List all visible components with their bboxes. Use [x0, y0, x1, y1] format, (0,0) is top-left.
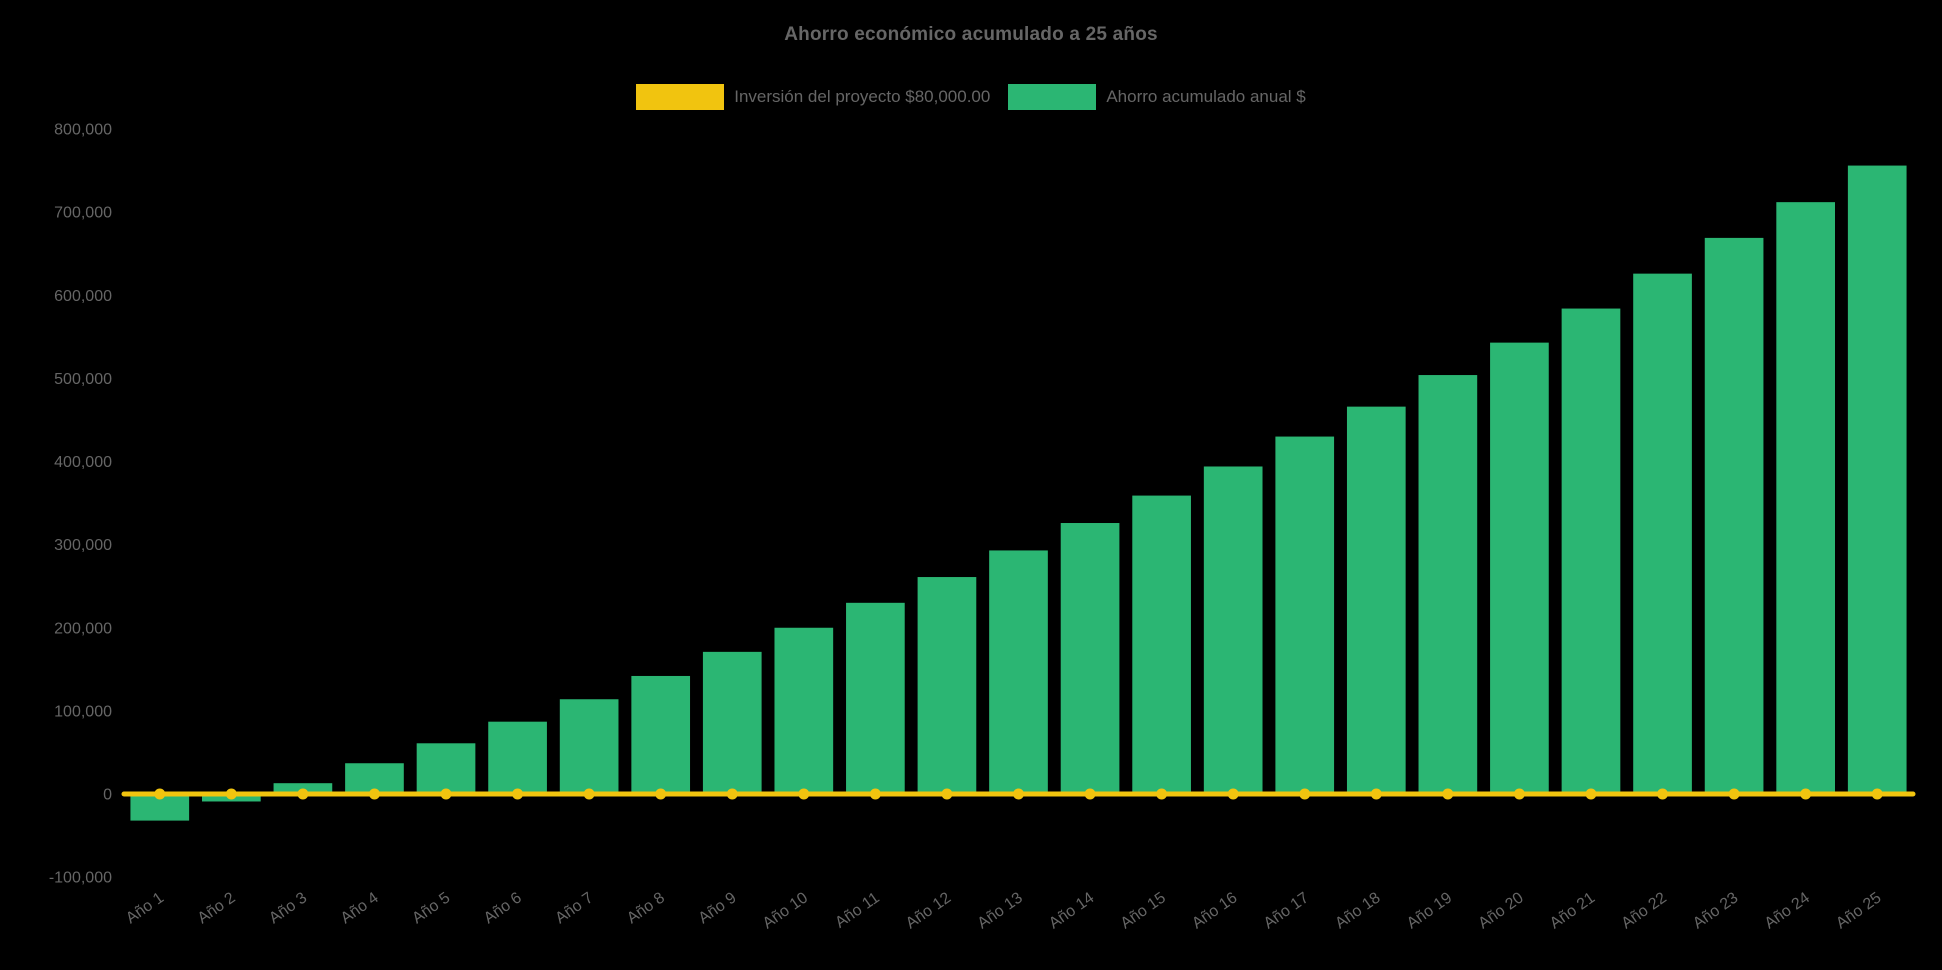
x-axis-label: Año 8 — [624, 889, 668, 927]
legend-label-savings: Ahorro acumulado anual $ — [1106, 87, 1306, 106]
investment-point-year-20 — [1513, 788, 1525, 800]
x-axis-label: Año 18 — [1332, 889, 1383, 932]
investment-point-year-14 — [1084, 788, 1096, 800]
y-axis-tick-label: 100,000 — [54, 703, 112, 720]
bar-year-20 — [1490, 342, 1549, 794]
investment-point-year-2 — [225, 788, 237, 800]
legend-label-investment: Inversión del proyecto $80,000.00 — [734, 87, 991, 106]
x-axis-label: Año 1 — [123, 889, 167, 927]
investment-point-year-15 — [1156, 788, 1168, 800]
investment-point-year-13 — [1013, 788, 1024, 800]
y-axis-tick-label: 800,000 — [54, 122, 112, 139]
y-axis-tick-label: 700,000 — [54, 205, 112, 222]
bar-year-16 — [1203, 466, 1263, 794]
chart-title: Ahorro económico acumulado a 25 años — [784, 24, 1158, 45]
x-axis-label: Año 5 — [409, 889, 453, 927]
x-axis-label: Año 12 — [903, 889, 954, 932]
bar-year-17 — [1275, 436, 1335, 794]
x-axis-label: Año 19 — [1404, 889, 1455, 932]
bar-year-23 — [1704, 237, 1764, 795]
bar-year-8 — [631, 675, 691, 794]
investment-point-year-16 — [1227, 788, 1239, 800]
investment-point-year-21 — [1585, 788, 1597, 800]
investment-point-year-24 — [1800, 788, 1812, 800]
investment-point-year-12 — [941, 788, 953, 800]
investment-point-year-11 — [869, 788, 881, 800]
x-axis-label: Año 25 — [1833, 889, 1884, 932]
y-axis-tick-label: 600,000 — [54, 288, 112, 305]
x-axis-label: Año 2 — [195, 889, 239, 927]
x-axis-label: Año 15 — [1118, 889, 1169, 932]
investment-point-year-7 — [583, 788, 595, 800]
x-axis-label: Año 22 — [1619, 889, 1670, 932]
x-axis-label: Año 21 — [1547, 889, 1598, 932]
x-axis-label: Año 17 — [1261, 889, 1312, 932]
bar-year-6 — [488, 721, 547, 794]
investment-point-year-19 — [1442, 788, 1454, 800]
investment-point-year-10 — [798, 788, 810, 800]
x-axis-label: Año 7 — [552, 889, 596, 927]
bar-year-10 — [774, 627, 834, 794]
bar-year-25 — [1847, 165, 1907, 794]
x-axis-label: Año 24 — [1762, 889, 1813, 932]
x-axis-label: Año 9 — [696, 889, 740, 927]
bar-year-9 — [702, 651, 762, 794]
y-axis-tick-label: 300,000 — [54, 537, 112, 554]
investment-point-year-18 — [1370, 788, 1382, 800]
investment-point-year-3 — [297, 788, 309, 800]
investment-point-year-25 — [1871, 788, 1883, 800]
y-axis-tick-label: 500,000 — [54, 371, 112, 388]
bar-year-18 — [1346, 406, 1406, 794]
investment-point-year-23 — [1728, 788, 1740, 800]
bar-year-22 — [1633, 273, 1692, 794]
bar-year-24 — [1776, 202, 1835, 794]
bar-year-19 — [1418, 375, 1478, 794]
investment-point-year-4 — [368, 788, 380, 800]
x-axis-label: Año 14 — [1046, 889, 1097, 932]
y-axis-tick-label: 0 — [103, 787, 112, 804]
bar-year-14 — [1060, 523, 1120, 794]
x-axis-label: Año 20 — [1475, 889, 1526, 932]
bar-year-12 — [917, 577, 977, 794]
x-axis-label: Año 6 — [481, 889, 525, 927]
x-axis-label: Año 10 — [760, 889, 811, 932]
legend-swatch-savings — [1008, 84, 1097, 110]
investment-point-year-1 — [154, 788, 166, 800]
x-axis-label: Año 23 — [1690, 889, 1741, 932]
bar-year-13 — [989, 550, 1048, 794]
y-axis-tick-label: 200,000 — [54, 620, 112, 637]
chart-legend: Inversión del proyecto $80,000.00 Ahorro… — [0, 84, 1942, 110]
y-axis-tick-label: -100,000 — [49, 870, 112, 887]
bar-year-7 — [559, 699, 619, 794]
bar-year-11 — [846, 602, 905, 794]
x-axis-label: Año 16 — [1189, 889, 1240, 932]
bar-year-5 — [416, 743, 476, 794]
investment-point-year-8 — [655, 788, 667, 800]
investment-point-year-5 — [440, 788, 452, 800]
x-axis-label: Año 3 — [266, 889, 310, 927]
investment-point-year-9 — [726, 788, 738, 800]
bar-year-15 — [1132, 495, 1191, 794]
investment-point-year-6 — [512, 788, 524, 800]
legend-item-investment[interactable]: Inversión del proyecto $80,000.00 — [636, 84, 990, 110]
x-axis-label: Año 4 — [338, 889, 382, 927]
legend-swatch-investment — [636, 84, 725, 110]
investment-point-year-22 — [1657, 788, 1669, 800]
bar-year-21 — [1561, 308, 1621, 794]
x-axis-label: Año 13 — [974, 889, 1025, 932]
y-axis-tick-label: 400,000 — [54, 454, 112, 471]
x-axis-label: Año 11 — [832, 889, 882, 931]
investment-point-year-17 — [1299, 788, 1311, 800]
legend-item-savings[interactable]: Ahorro acumulado anual $ — [1008, 84, 1306, 110]
